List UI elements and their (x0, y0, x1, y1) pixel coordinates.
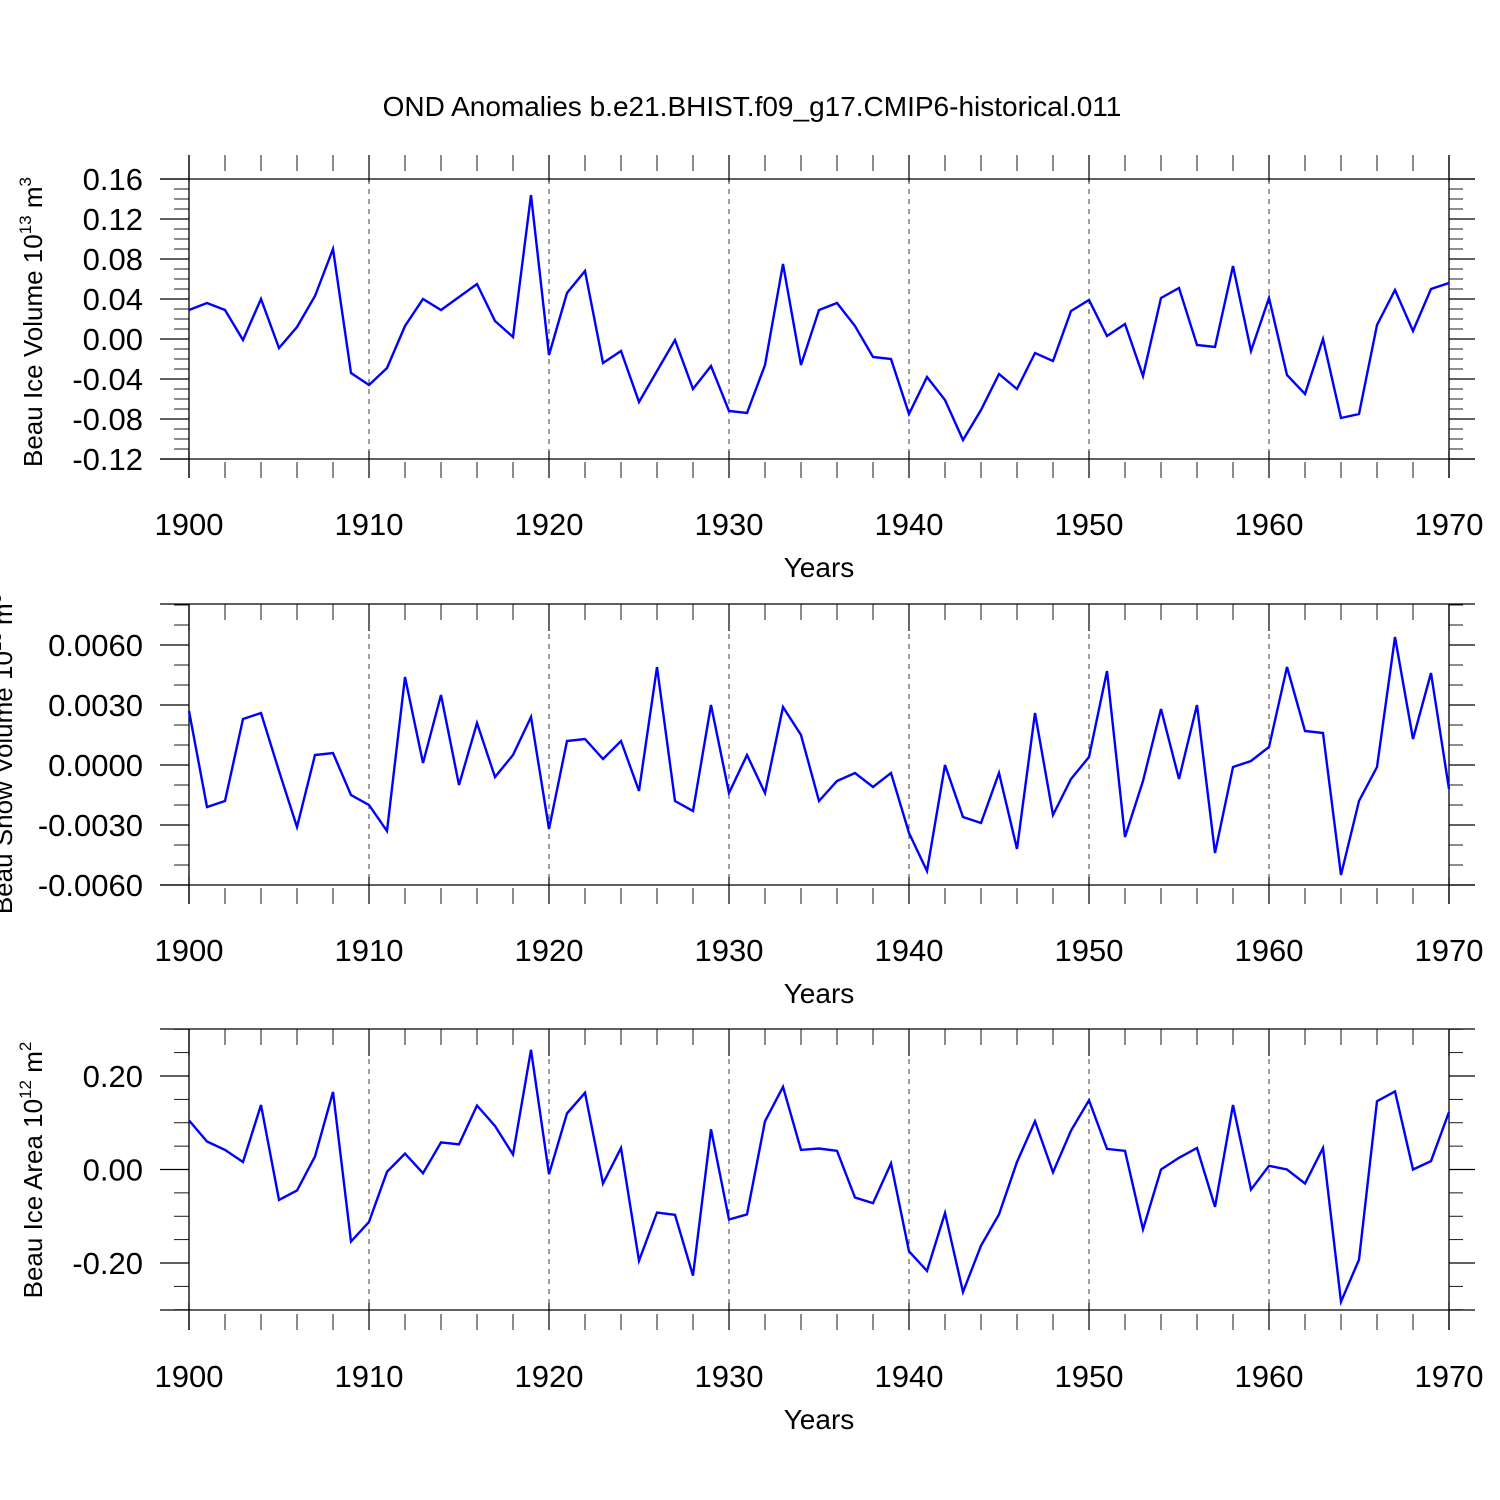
x-tick-label: 1900 (155, 507, 224, 542)
y-tick-label: -0.20 (72, 1246, 143, 1281)
y-tick-label: -0.04 (72, 362, 143, 397)
x-tick-label: 1950 (1055, 507, 1124, 542)
x-tick-label: 1960 (1235, 507, 1304, 542)
x-tick-label: 1920 (515, 933, 584, 968)
y-tick-label: 0.00 (83, 322, 143, 357)
x-tick-label: 1900 (155, 1359, 224, 1394)
y-tick-label: 0.20 (83, 1059, 143, 1094)
y-axis-label: Beau Snow Volume 1013 m3 (0, 594, 18, 914)
y-tick-label: -0.0030 (38, 808, 143, 843)
x-tick-label: 1960 (1235, 1359, 1304, 1394)
x-tick-label: 1950 (1055, 933, 1124, 968)
x-axis-label: Years (784, 552, 855, 583)
x-tick-label: 1930 (695, 933, 764, 968)
y-tick-label: 0.0060 (48, 628, 143, 663)
x-tick-label: 1970 (1415, 933, 1484, 968)
y-tick-label: -0.12 (72, 442, 143, 477)
x-tick-label: 1930 (695, 507, 764, 542)
x-tick-label: 1950 (1055, 1359, 1124, 1394)
x-tick-label: 1960 (1235, 933, 1304, 968)
x-tick-label: 1940 (875, 507, 944, 542)
series-line (188, 1049, 1451, 1307)
series-line (188, 194, 1450, 443)
x-tick-label: 1940 (875, 1359, 944, 1394)
y-tick-label: 0.04 (83, 282, 143, 317)
y-tick-label: 0.00 (83, 1153, 143, 1188)
figure-title: OND Anomalies b.e21.BHIST.f09_g17.CMIP6-… (383, 91, 1122, 122)
series-line (187, 636, 1451, 876)
y-tick-label: 0.16 (83, 162, 143, 197)
y-tick-label: 0.0030 (48, 688, 143, 723)
x-tick-label: 1920 (515, 1359, 584, 1394)
x-axis-label: Years (784, 1404, 855, 1435)
x-tick-label: 1970 (1415, 507, 1484, 542)
y-tick-label: 0.0000 (48, 748, 143, 783)
x-tick-label: 1940 (875, 933, 944, 968)
y-tick-label: -0.08 (72, 402, 143, 437)
x-tick-label: 1920 (515, 507, 584, 542)
x-tick-label: 1930 (695, 1359, 764, 1394)
x-tick-label: 1910 (335, 1359, 404, 1394)
x-tick-label: 1970 (1415, 1359, 1484, 1394)
y-tick-label: 0.12 (83, 202, 143, 237)
x-tick-label: 1900 (155, 933, 224, 968)
y-axis-label: Beau Ice Area 1012 m2 (16, 1042, 48, 1299)
panels: 0.16 0.12 0.08 0.04 0.00 -0.04 -0.08 -0.12 1900 1… (0, 155, 1483, 1435)
y-axis-label: Beau Ice Volume 1013 m3 (16, 177, 48, 467)
x-tick-label: 1910 (335, 507, 404, 542)
chart-panel-3: 0.20 0.00 -0.20 1900 1910 1920 1930 1940 1950 196… (16, 1028, 1484, 1435)
chart-panel-2: 0.0060 0.0030 0.0000 -0.0030 -0.0060 1900 1910… (0, 594, 1483, 1009)
y-tick-label: -0.0060 (38, 868, 143, 903)
y-tick-label: 0.08 (83, 242, 143, 277)
x-axis-label: Years (784, 978, 855, 1009)
chart-panel-1: 0.16 0.12 0.08 0.04 0.00 -0.04 -0.08 -0.12 1900 1… (16, 155, 1483, 583)
x-tick-label: 1910 (335, 933, 404, 968)
